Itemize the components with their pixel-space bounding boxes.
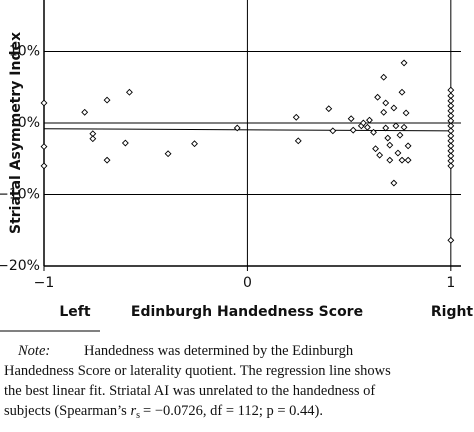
point bbox=[294, 137, 302, 145]
point bbox=[396, 131, 404, 139]
point bbox=[40, 162, 48, 170]
point bbox=[390, 104, 398, 112]
note-line: subjects (Spearman’s rs = −0.0726, df = 1… bbox=[4, 403, 323, 421]
point bbox=[447, 236, 455, 244]
note-line: Handedness was determined by the Edinbur… bbox=[84, 343, 354, 359]
y-tick-label: −10% bbox=[0, 186, 40, 202]
point bbox=[89, 135, 97, 143]
point bbox=[40, 99, 48, 107]
point bbox=[359, 119, 367, 127]
point bbox=[382, 99, 390, 107]
point bbox=[40, 143, 48, 151]
point bbox=[404, 142, 412, 150]
point bbox=[398, 156, 406, 164]
right-label: Right bbox=[431, 304, 474, 320]
point bbox=[398, 88, 406, 96]
x-tick-label: 0 bbox=[243, 275, 252, 291]
point bbox=[382, 124, 390, 132]
note-text: subjects (Spearman’s bbox=[4, 403, 130, 419]
x-tick-label: −1 bbox=[34, 275, 55, 291]
point bbox=[384, 134, 392, 142]
x-tick-label: 1 bbox=[446, 275, 455, 291]
point bbox=[404, 156, 412, 164]
point bbox=[392, 122, 400, 130]
point bbox=[103, 96, 111, 104]
left-label: Left bbox=[59, 304, 91, 320]
point bbox=[386, 141, 394, 149]
note-label: Note: bbox=[17, 343, 50, 359]
y-axis-title: Striatal Asymmetry Index bbox=[8, 32, 24, 234]
point bbox=[394, 149, 402, 157]
point bbox=[376, 151, 384, 159]
x-axis-title: Edinburgh Handedness Score bbox=[131, 304, 363, 320]
point bbox=[400, 123, 408, 131]
point bbox=[233, 124, 241, 132]
point bbox=[81, 108, 89, 116]
point bbox=[447, 86, 455, 94]
point bbox=[349, 126, 357, 134]
point bbox=[447, 162, 455, 170]
point bbox=[164, 150, 172, 158]
point bbox=[366, 116, 373, 124]
point bbox=[329, 127, 337, 135]
point bbox=[125, 88, 133, 96]
point bbox=[325, 105, 333, 113]
y-tick-label: 0% bbox=[18, 115, 40, 131]
point bbox=[292, 113, 300, 121]
note-text: s bbox=[136, 410, 140, 421]
point bbox=[380, 73, 388, 81]
point bbox=[121, 139, 129, 147]
regression-line bbox=[43, 128, 451, 132]
point bbox=[347, 115, 355, 123]
note: Note: Handedness was determined by the E… bbox=[4, 343, 391, 421]
y-tick-label: −20% bbox=[0, 258, 40, 274]
point bbox=[372, 145, 380, 153]
note-text: = −0.0726, df = 112; p = 0.44). bbox=[143, 403, 323, 419]
note-text: r bbox=[130, 403, 136, 419]
y-tick-label: 10% bbox=[9, 43, 40, 59]
point bbox=[374, 93, 382, 101]
point bbox=[402, 109, 410, 117]
point bbox=[191, 140, 198, 148]
point bbox=[370, 128, 377, 136]
note-line: Handedness Score or laterality quotient.… bbox=[4, 363, 391, 379]
point bbox=[390, 179, 398, 187]
note-line: the best linear fit. Striatal AI was unr… bbox=[4, 383, 375, 399]
point bbox=[363, 123, 371, 131]
point bbox=[400, 59, 408, 67]
point bbox=[386, 156, 394, 164]
point bbox=[380, 108, 388, 116]
point bbox=[103, 156, 111, 164]
